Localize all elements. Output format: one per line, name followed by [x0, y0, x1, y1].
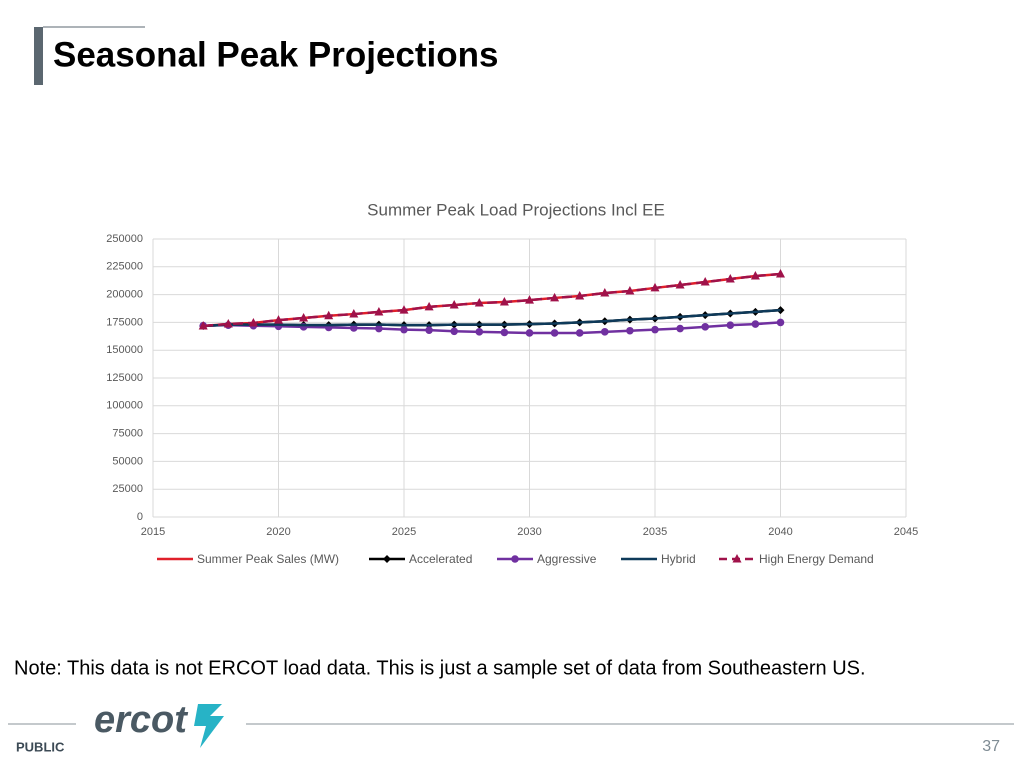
marker: [550, 329, 559, 337]
marker: [374, 306, 384, 316]
y-tick-label: 150000: [106, 344, 143, 356]
marker: [375, 324, 383, 333]
marker: [651, 325, 659, 334]
legend-label: Hybrid: [661, 552, 696, 566]
marker: [198, 320, 208, 330]
chart: 0 25000 50000 75000 100000 125000 150000 175000…: [106, 233, 918, 566]
y-tick-label: 200000: [106, 289, 143, 301]
marker: [399, 305, 409, 314]
series-line: [203, 321, 781, 335]
y-tick-label: 0: [137, 511, 143, 523]
x-tick-label: 2015: [141, 526, 165, 538]
y-tick-label: 50000: [112, 455, 143, 467]
marker: [324, 310, 334, 320]
marker: [449, 300, 459, 309]
series-line: [203, 272, 781, 328]
marker: [725, 274, 735, 283]
x-tick-label: 2035: [643, 526, 667, 538]
logo-icon: [194, 704, 224, 748]
x-tick-label: 2045: [894, 526, 918, 538]
marker: [400, 325, 408, 334]
legend-marker: [383, 555, 391, 563]
marker: [676, 324, 684, 333]
marker: [425, 326, 433, 334]
marker: [349, 309, 359, 318]
marker: [550, 292, 560, 302]
note: Note: This data is not ERCOT load data. …: [14, 657, 866, 679]
x-tick-label: 2030: [517, 526, 541, 538]
marker: [751, 320, 760, 328]
logo-text: ercot: [94, 699, 188, 741]
x-tick-label: 2025: [392, 526, 416, 538]
marker: [500, 328, 509, 337]
marker: [776, 269, 785, 278]
y-tick-label: 250000: [106, 233, 143, 245]
marker: [601, 328, 609, 336]
marker: [675, 280, 685, 289]
slide-title: Seasonal Peak Projections: [53, 35, 498, 74]
legend-label: High Energy Demand: [759, 552, 874, 566]
legend-label: Accelerated: [409, 552, 472, 566]
series-line: [203, 308, 781, 328]
y-tick-label: 75000: [112, 428, 143, 440]
marker: [626, 326, 634, 335]
y-tick-label: 100000: [106, 400, 143, 412]
marker: [700, 277, 710, 286]
marker: [525, 329, 534, 337]
marker: [575, 291, 585, 300]
marker: [575, 329, 584, 337]
marker: [499, 297, 509, 306]
marker: [475, 328, 484, 336]
marker: [600, 288, 610, 297]
marker: [750, 271, 760, 280]
y-tick-label: 225000: [106, 261, 143, 273]
marker: [274, 315, 283, 324]
footer-label: PUBLIC: [16, 739, 65, 754]
x-tick-label: 2040: [768, 526, 792, 538]
marker: [776, 318, 785, 327]
marker: [350, 324, 358, 332]
marker: [650, 282, 660, 292]
y-tick-label: 125000: [106, 372, 143, 384]
marker: [248, 317, 258, 327]
page-number: 37: [982, 738, 1000, 755]
legend-label: Summer Peak Sales (MW): [197, 552, 339, 566]
x-tick-label: 2020: [266, 526, 290, 538]
marker: [625, 286, 635, 295]
y-tick-label: 25000: [112, 483, 143, 495]
marker: [701, 323, 709, 331]
marker: [726, 321, 735, 329]
marker: [525, 295, 534, 304]
y-tick-label: 175000: [106, 316, 143, 328]
title-bar: [34, 27, 43, 85]
marker: [474, 298, 484, 307]
legend-label: Aggressive: [537, 552, 597, 566]
legend-marker: [511, 555, 519, 563]
marker: [450, 327, 459, 336]
chart-title: Summer Peak Load Projections Incl EE: [367, 200, 665, 219]
marker: [223, 318, 233, 328]
legend-marker: [732, 554, 742, 563]
marker: [299, 312, 309, 322]
marker: [424, 301, 434, 311]
